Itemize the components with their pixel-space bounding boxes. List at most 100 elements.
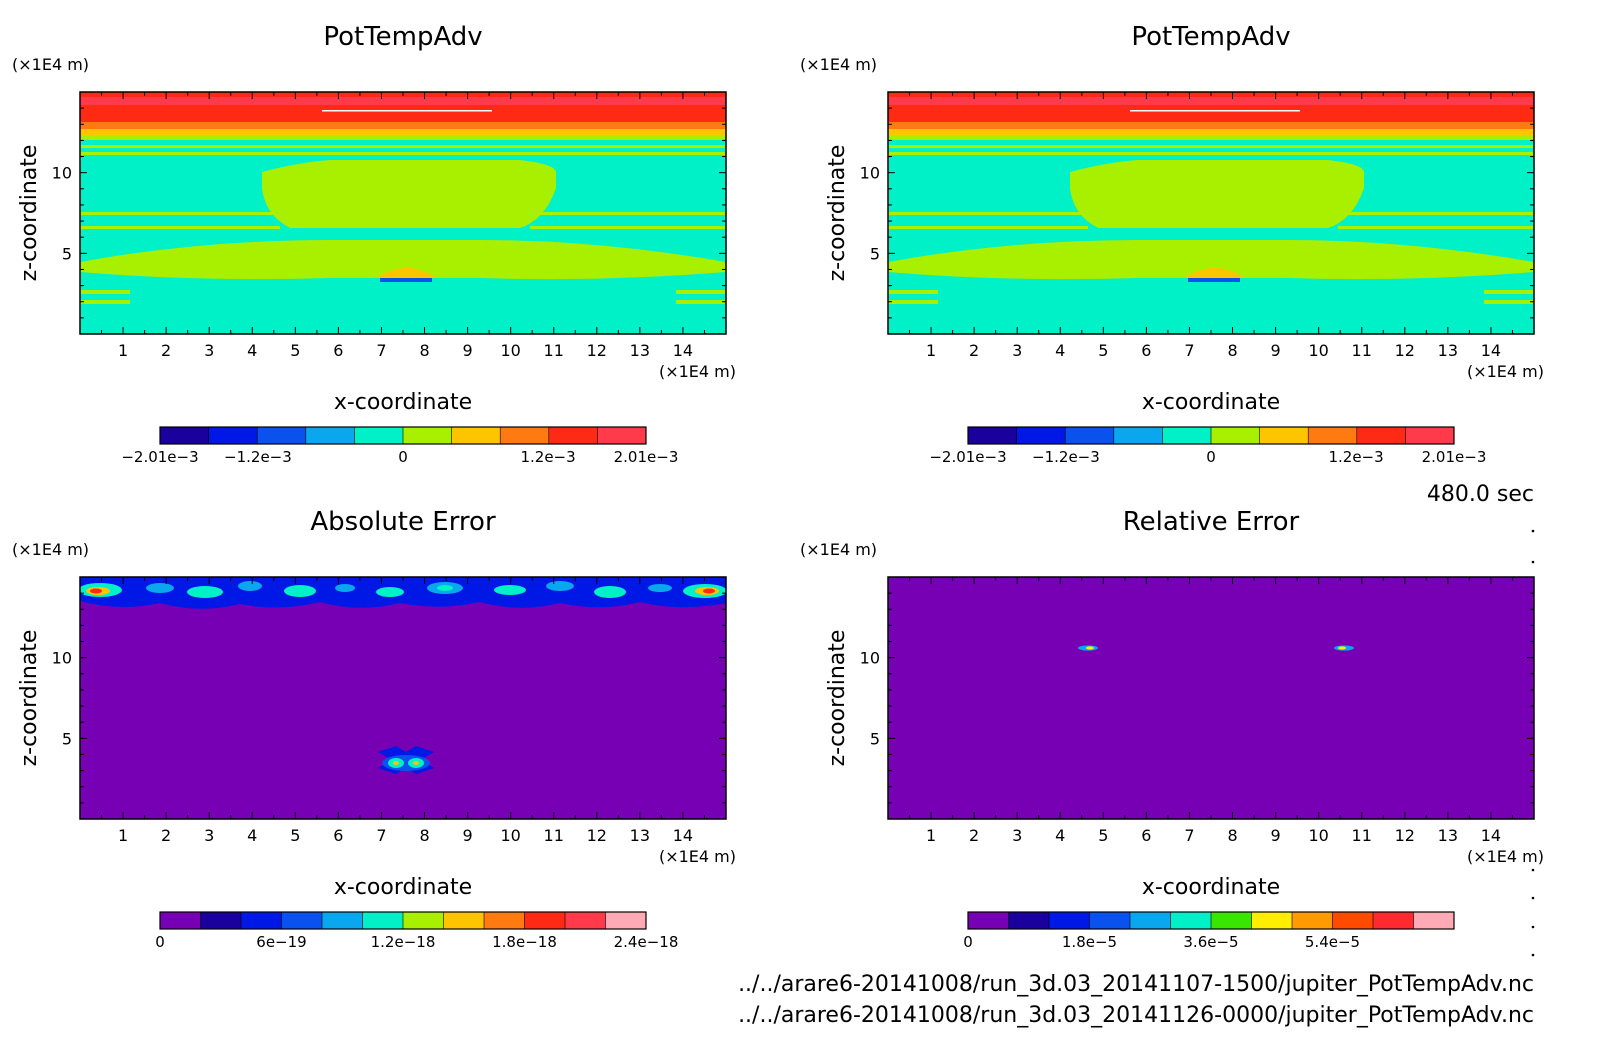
panel-pottempadv-left: PotTempAdv (×1E4 m) 1 2 3 4 5 6 7 8 9 10 1 bbox=[12, 22, 736, 466]
y-tick-label: 10 bbox=[860, 649, 880, 668]
colorbar-tick-label: 1.2e−3 bbox=[520, 448, 575, 466]
x-tick-label: 14 bbox=[1481, 341, 1501, 360]
field-error-blob bbox=[378, 746, 434, 774]
colorbar-swatch bbox=[443, 912, 485, 929]
colorbar-tick-label: 1.2e−18 bbox=[371, 933, 436, 951]
colorbar-tick-label: 0 bbox=[1206, 448, 1216, 466]
y-unit-label: (×1E4 m) bbox=[800, 540, 877, 559]
x-unit-label: (×1E4 m) bbox=[659, 847, 736, 866]
colorbar-swatch bbox=[1405, 427, 1455, 444]
x-tick-label: 11 bbox=[1352, 826, 1372, 845]
field-mid-band bbox=[80, 240, 726, 280]
colorbar-swatch bbox=[1162, 427, 1212, 444]
colorbar-swatch bbox=[484, 912, 525, 929]
x-tick-label: 2 bbox=[161, 826, 171, 845]
x-tick-label: 7 bbox=[376, 826, 386, 845]
colorbar-swatch bbox=[1251, 912, 1293, 929]
colorbar: 0 6e−19 1.2e−18 1.8e−18 2.4e−18 bbox=[155, 911, 678, 951]
axis-ticks bbox=[79, 576, 727, 820]
colorbar-swatch bbox=[1065, 427, 1115, 444]
colorbar-swatch bbox=[281, 912, 323, 929]
colorbar-tick-label: −1.2e−3 bbox=[1032, 448, 1100, 466]
x-tick-label: 7 bbox=[1184, 826, 1194, 845]
heatmap-field bbox=[80, 577, 726, 819]
y-tick-label: 5 bbox=[62, 244, 72, 263]
colorbar-swatch bbox=[1130, 912, 1171, 929]
x-tick-label: 9 bbox=[463, 341, 473, 360]
colorbar-tick-label: 2.01e−3 bbox=[1422, 448, 1487, 466]
y-tick-label: 10 bbox=[52, 164, 72, 183]
x-tick-label: 14 bbox=[673, 826, 693, 845]
panel-title: Absolute Error bbox=[310, 507, 496, 537]
x-tick-label: 1 bbox=[926, 341, 936, 360]
colorbar-border bbox=[967, 426, 1455, 445]
colorbar-tick-label: 6e−19 bbox=[256, 933, 306, 951]
y-unit-label: (×1E4 m) bbox=[12, 55, 89, 74]
x-tick-label: 13 bbox=[1438, 826, 1458, 845]
colorbar-swatch bbox=[1308, 427, 1358, 444]
colorbar-tick-label: 1.8e−18 bbox=[492, 933, 557, 951]
x-tick-label: 13 bbox=[1438, 341, 1458, 360]
colorbar-swatch bbox=[305, 427, 355, 444]
colorbar-swatch bbox=[403, 912, 444, 929]
x-tick-label: 8 bbox=[419, 826, 429, 845]
x-tick-label: 5 bbox=[1098, 341, 1108, 360]
x-tick-label: 14 bbox=[673, 341, 693, 360]
colorbar-swatch bbox=[1049, 912, 1090, 929]
colorbar-border bbox=[159, 911, 647, 930]
axis-ticks bbox=[887, 91, 1535, 335]
x-tick-label: 13 bbox=[630, 826, 650, 845]
x-tick-label: 4 bbox=[247, 341, 257, 360]
field-cool-blob bbox=[380, 278, 432, 282]
colorbar-swatch bbox=[968, 427, 1018, 444]
x-tick-label: 12 bbox=[587, 826, 607, 845]
x-tick-label: 7 bbox=[1184, 341, 1194, 360]
x-tick-label: 11 bbox=[544, 341, 564, 360]
colorbar-swatch bbox=[548, 427, 598, 444]
colorbar-swatch bbox=[1373, 912, 1414, 929]
axis-ticks bbox=[79, 91, 727, 335]
colorbar-swatch bbox=[524, 912, 566, 929]
x-axis-label: x-coordinate bbox=[334, 390, 472, 415]
y-tick-label: 5 bbox=[62, 729, 72, 748]
field-top-band bbox=[80, 92, 726, 122]
heatmap-field bbox=[888, 577, 1534, 819]
colorbar-swatch bbox=[1211, 427, 1261, 444]
x-tick-labels: 1 2 3 4 5 6 7 8 9 10 11 12 13 14 bbox=[118, 341, 693, 360]
x-tick-label: 10 bbox=[500, 826, 520, 845]
colorbar-tick-label: 0 bbox=[398, 448, 408, 466]
y-tick-labels: 5 10 bbox=[860, 164, 880, 264]
y-unit-label: (×1E4 m) bbox=[12, 540, 89, 559]
y-axis-label: z-coordinate bbox=[17, 145, 42, 282]
panel-absolute-error: Absolute Error (×1E4 m) bbox=[12, 507, 736, 951]
x-tick-labels: 1 2 3 4 5 6 7 8 9 10 11 12 13 14 bbox=[926, 826, 1501, 845]
colorbar-swatch bbox=[1332, 912, 1374, 929]
y-tick-labels: 5 10 bbox=[52, 649, 72, 749]
x-tick-label: 10 bbox=[1308, 341, 1328, 360]
colorbar-swatch bbox=[208, 427, 258, 444]
x-tick-label: 14 bbox=[1481, 826, 1501, 845]
x-tick-label: 2 bbox=[969, 341, 979, 360]
x-axis-label: x-coordinate bbox=[1142, 390, 1280, 415]
colorbar-border bbox=[159, 426, 647, 445]
colorbar: 0 1.8e−5 3.6e−5 5.4e−5 bbox=[963, 911, 1455, 951]
x-tick-label: 9 bbox=[463, 826, 473, 845]
x-tick-label: 1 bbox=[118, 341, 128, 360]
x-tick-label: 12 bbox=[1395, 826, 1415, 845]
time-label: 480.0 sec bbox=[1427, 482, 1534, 507]
colorbar-swatch bbox=[597, 427, 647, 444]
colorbar-swatch bbox=[500, 427, 550, 444]
x-tick-label: 4 bbox=[247, 826, 257, 845]
colorbar-swatch bbox=[257, 427, 307, 444]
x-tick-label: 8 bbox=[1227, 341, 1237, 360]
colorbar-swatch bbox=[403, 427, 453, 444]
x-tick-label: 3 bbox=[1012, 826, 1022, 845]
colorbar-swatch bbox=[1292, 912, 1333, 929]
x-tick-labels: 1 2 3 4 5 6 7 8 9 10 11 12 13 14 bbox=[926, 341, 1501, 360]
x-tick-label: 12 bbox=[587, 341, 607, 360]
x-tick-label: 7 bbox=[376, 341, 386, 360]
x-tick-label: 11 bbox=[544, 826, 564, 845]
y-unit-label: (×1E4 m) bbox=[800, 55, 877, 74]
colorbar-tick-label: 1.8e−5 bbox=[1062, 933, 1117, 951]
x-tick-label: 8 bbox=[419, 341, 429, 360]
